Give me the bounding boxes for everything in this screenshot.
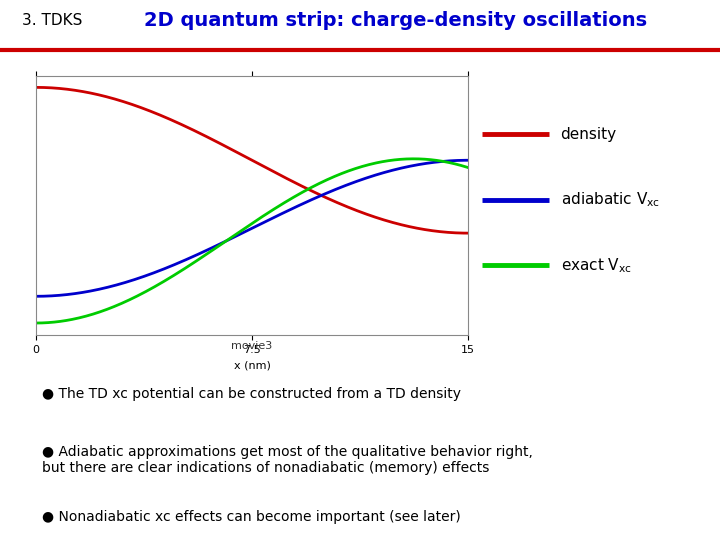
- Text: density: density: [560, 127, 616, 141]
- Text: adiabatic V$_{\sf xc}$: adiabatic V$_{\sf xc}$: [560, 191, 660, 209]
- Text: 3. TDKS: 3. TDKS: [22, 13, 82, 28]
- Text: exact V$_{\sf xc}$: exact V$_{\sf xc}$: [560, 256, 631, 275]
- Text: movie3: movie3: [231, 341, 273, 352]
- Text: ● The TD xc potential can be constructed from a TD density: ● The TD xc potential can be constructed…: [42, 387, 462, 401]
- Text: 2D quantum strip: charge-density oscillations: 2D quantum strip: charge-density oscilla…: [145, 11, 647, 30]
- X-axis label: x (nm): x (nm): [233, 360, 271, 370]
- Text: ● Adiabatic approximations get most of the qualitative behavior right,
but there: ● Adiabatic approximations get most of t…: [42, 445, 534, 475]
- Text: ● Nonadiabatic xc effects can become important (see later): ● Nonadiabatic xc effects can become imp…: [42, 510, 462, 524]
